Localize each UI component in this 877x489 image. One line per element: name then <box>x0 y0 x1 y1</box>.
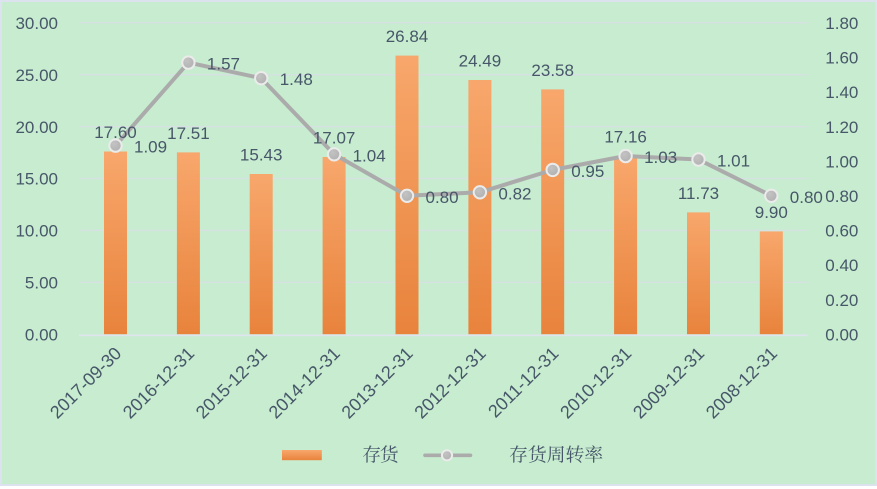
svg-text:10.00: 10.00 <box>15 222 58 241</box>
svg-text:1.80: 1.80 <box>825 14 858 33</box>
svg-text:17.60: 17.60 <box>94 123 137 142</box>
svg-text:17.51: 17.51 <box>167 124 210 143</box>
svg-text:1.09: 1.09 <box>134 138 167 157</box>
svg-text:26.84: 26.84 <box>386 27 429 46</box>
svg-text:25.00: 25.00 <box>15 66 58 85</box>
svg-text:17.07: 17.07 <box>313 129 356 148</box>
svg-text:2014-12-31: 2014-12-31 <box>265 343 344 422</box>
svg-text:0.20: 0.20 <box>825 291 858 310</box>
svg-text:2011-12-31: 2011-12-31 <box>484 343 562 421</box>
svg-text:11.73: 11.73 <box>678 184 719 203</box>
svg-text:17.16: 17.16 <box>604 128 647 147</box>
svg-text:1.57: 1.57 <box>207 55 240 74</box>
svg-text:1.01: 1.01 <box>717 152 750 171</box>
svg-text:2009-12-31: 2009-12-31 <box>629 343 708 422</box>
svg-text:5.00: 5.00 <box>25 274 58 293</box>
svg-text:1.40: 1.40 <box>825 83 858 102</box>
svg-text:0.40: 0.40 <box>825 256 858 275</box>
svg-text:20.00: 20.00 <box>15 118 58 137</box>
svg-text:0.00: 0.00 <box>825 325 858 344</box>
svg-text:1.20: 1.20 <box>825 118 858 137</box>
svg-text:1.48: 1.48 <box>280 70 313 89</box>
svg-text:1.04: 1.04 <box>353 146 386 165</box>
svg-text:15.00: 15.00 <box>15 170 58 189</box>
svg-text:1.60: 1.60 <box>825 49 858 68</box>
svg-text:23.58: 23.58 <box>531 61 574 80</box>
svg-text:2012-12-31: 2012-12-31 <box>410 343 489 422</box>
svg-text:15.43: 15.43 <box>240 146 283 165</box>
svg-text:0.82: 0.82 <box>498 184 531 203</box>
svg-text:2013-12-31: 2013-12-31 <box>338 343 417 422</box>
svg-text:0.60: 0.60 <box>825 222 858 241</box>
svg-text:1.03: 1.03 <box>644 148 677 167</box>
svg-text:0.95: 0.95 <box>571 162 604 181</box>
svg-text:30.00: 30.00 <box>15 14 58 33</box>
svg-text:24.49: 24.49 <box>459 52 502 71</box>
svg-text:0.00: 0.00 <box>25 325 58 344</box>
svg-text:2017-09-30: 2017-09-30 <box>46 343 125 422</box>
svg-text:2008-12-31: 2008-12-31 <box>702 343 781 422</box>
svg-text:0.80: 0.80 <box>790 188 823 207</box>
svg-text:0.80: 0.80 <box>825 187 858 206</box>
svg-text:2015-12-31: 2015-12-31 <box>192 343 271 422</box>
svg-text:2016-12-31: 2016-12-31 <box>119 343 198 422</box>
svg-text:9.90: 9.90 <box>755 203 788 222</box>
svg-text:2010-12-31: 2010-12-31 <box>556 343 635 422</box>
svg-text:0.80: 0.80 <box>426 188 459 207</box>
svg-text:1.00: 1.00 <box>825 152 858 171</box>
